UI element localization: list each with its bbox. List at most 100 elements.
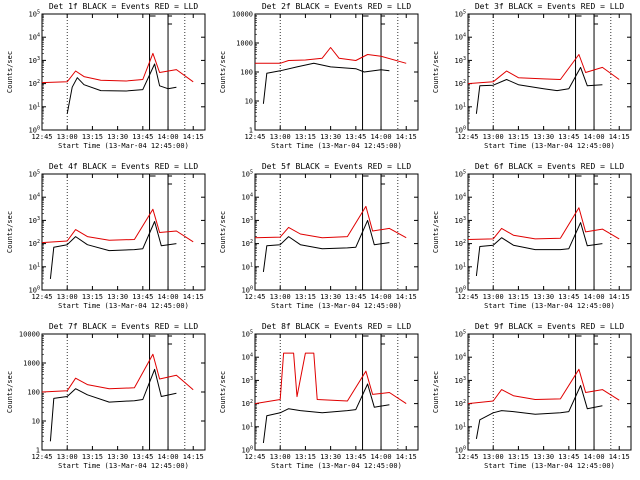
series-line-lld [41, 208, 194, 244]
y-tick-label: 105 [29, 10, 40, 19]
y-axis-label: Counts/sec [6, 371, 14, 413]
x-tick-label: 13:00 [57, 133, 78, 141]
x-tick-label: 13:15 [508, 453, 529, 461]
panel-title: Det 4f BLACK = Events RED = LLD [49, 162, 198, 171]
plot-frame [41, 13, 206, 131]
y-tick-label: 10000 [19, 331, 40, 339]
panel-title: Det 5f BLACK = Events RED = LLD [262, 162, 411, 171]
series-line-events [66, 63, 177, 114]
detector-panel-2: Det 2f BLACK = Events RED = LLD 1 10 100 100… [219, 2, 419, 150]
series-line-events [475, 66, 603, 114]
plot-frame [254, 13, 419, 131]
detector-panel-3: Det 3f BLACK = Events RED = LLD 100 101 102… [432, 2, 632, 150]
x-tick-label: 14:15 [396, 453, 417, 461]
y-axis-label: Counts/sec [432, 371, 440, 413]
x-tick-label: 13:15 [295, 293, 316, 301]
flag-marker [380, 15, 386, 25]
y-tick-label: 102 [455, 79, 466, 88]
y-tick-label: 105 [455, 10, 466, 19]
x-axis-label: Start Time (13-Mar-04 12:45:00) [271, 462, 402, 470]
flag-marker [167, 335, 173, 345]
series-line-lld [254, 205, 407, 239]
plot-frame [254, 333, 419, 451]
x-tick-label: 14:00 [583, 133, 604, 141]
y-tick-label: 105 [242, 330, 253, 339]
y-axis-label: Counts/sec [432, 51, 440, 93]
y-tick-label: 10 [32, 418, 40, 426]
y-tick-label: 102 [29, 79, 40, 88]
y-tick-label: 100 [29, 126, 40, 135]
x-tick-label: 13:45 [558, 453, 579, 461]
y-tick-label: 100 [455, 286, 466, 295]
y-tick-label: 103 [242, 376, 253, 385]
y-tick-label: 105 [242, 170, 253, 179]
x-axis-label: Start Time (13-Mar-04 12:45:00) [271, 302, 402, 310]
detector-panel-8: Det 8f BLACK = Events RED = LLD 100 101 102… [219, 322, 419, 470]
y-tick-label: 105 [455, 330, 466, 339]
x-tick-label: 14:15 [183, 453, 204, 461]
plot-frame [41, 173, 206, 291]
y-tick-label: 1000 [23, 360, 40, 368]
y-tick-label: 1 [36, 447, 40, 455]
y-tick-label: 101 [455, 262, 466, 271]
y-tick-label: 103 [29, 216, 40, 225]
y-tick-label: 104 [455, 33, 466, 42]
y-tick-label: 103 [455, 56, 466, 65]
detector-panel-7: Det 7f BLACK = Events RED = LLD 1 10 100 100… [6, 322, 206, 470]
x-axis-label: Start Time (13-Mar-04 12:45:00) [484, 462, 615, 470]
y-tick-label: 102 [242, 399, 253, 408]
x-tick-label: 13:45 [345, 293, 366, 301]
x-tick-label: 13:45 [558, 133, 579, 141]
series-line-lld [467, 54, 620, 85]
x-tick-label: 13:30 [107, 453, 128, 461]
x-tick-label: 12:45 [244, 133, 265, 141]
x-tick-label: 13:15 [295, 453, 316, 461]
x-tick-label: 13:30 [107, 293, 128, 301]
x-tick-label: 14:00 [157, 453, 178, 461]
y-tick-label: 100 [242, 286, 253, 295]
x-tick-label: 14:15 [609, 293, 630, 301]
flag-marker [380, 335, 386, 345]
x-tick-label: 14:00 [157, 133, 178, 141]
y-tick-label: 104 [29, 33, 40, 42]
x-axis-label: Start Time (13-Mar-04 12:45:00) [58, 142, 189, 150]
flag-marker [167, 175, 173, 185]
y-tick-label: 103 [29, 56, 40, 65]
x-tick-label: 13:45 [345, 453, 366, 461]
panel-title: Det 7f BLACK = Events RED = LLD [49, 322, 198, 331]
x-tick-label: 14:15 [396, 293, 417, 301]
x-tick-label: 12:45 [31, 293, 52, 301]
plot-frame [41, 333, 206, 451]
x-tick-label: 14:00 [583, 453, 604, 461]
series-line-events [49, 221, 177, 279]
y-tick-label: 104 [242, 193, 253, 202]
x-tick-label: 13:30 [320, 453, 341, 461]
x-tick-label: 14:00 [370, 453, 391, 461]
x-axis-label: Start Time (13-Mar-04 12:45:00) [58, 462, 189, 470]
y-tick-label: 104 [242, 353, 253, 362]
x-tick-label: 14:00 [583, 293, 604, 301]
y-tick-label: 100 [27, 389, 40, 397]
x-tick-label: 13:00 [483, 293, 504, 301]
y-tick-label: 105 [29, 170, 40, 179]
y-tick-label: 103 [242, 216, 253, 225]
series-line-lld [254, 352, 407, 405]
x-tick-label: 13:30 [533, 453, 554, 461]
plot-frame [467, 13, 632, 131]
y-tick-label: 100 [455, 446, 466, 455]
x-tick-label: 12:45 [31, 133, 52, 141]
x-tick-label: 13:00 [270, 133, 291, 141]
series-line-lld [41, 353, 194, 393]
y-tick-label: 104 [29, 193, 40, 202]
x-tick-label: 12:45 [457, 293, 478, 301]
x-axis-label: Start Time (13-Mar-04 12:45:00) [271, 142, 402, 150]
x-tick-label: 12:45 [244, 293, 265, 301]
panel-title: Det 6f BLACK = Events RED = LLD [475, 162, 624, 171]
x-tick-label: 14:00 [370, 293, 391, 301]
y-tick-label: 101 [242, 422, 253, 431]
y-tick-label: 1000 [236, 40, 253, 48]
y-tick-label: 101 [29, 262, 40, 271]
x-tick-label: 14:15 [396, 133, 417, 141]
detector-panel-1: Det 1f BLACK = Events RED = LLD 100 101 102… [6, 2, 206, 150]
